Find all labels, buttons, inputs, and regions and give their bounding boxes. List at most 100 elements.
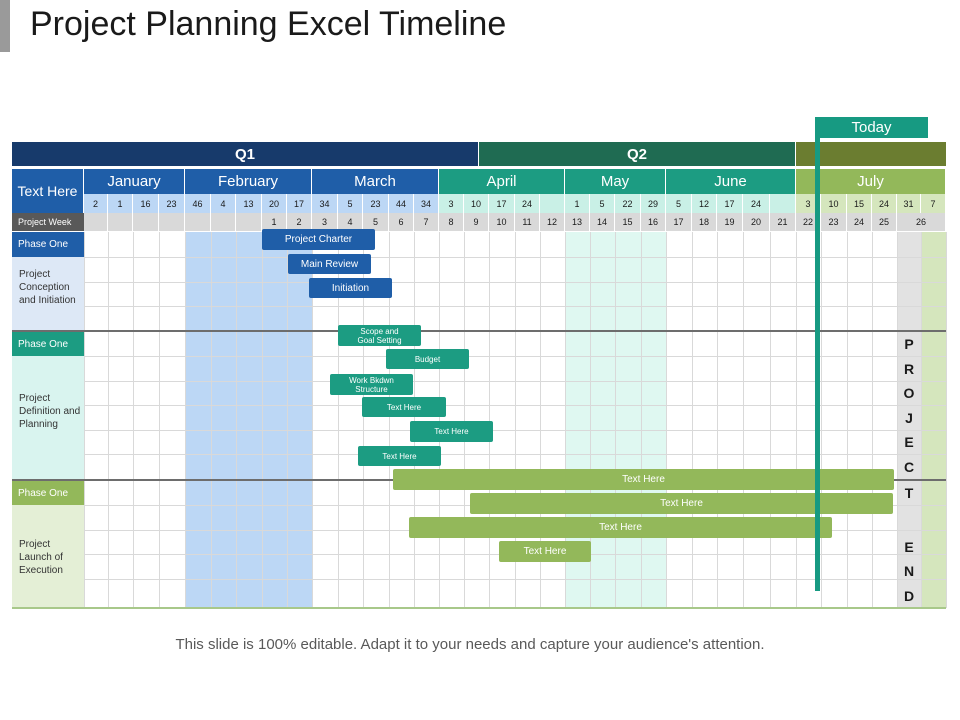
date-cell: 15 — [847, 194, 872, 213]
grid-column-line — [312, 232, 313, 608]
week-cell: 18 — [692, 213, 717, 231]
week-cell: 15 — [615, 213, 641, 231]
week-cell: 4 — [338, 213, 363, 231]
week-cell: 13 — [565, 213, 590, 231]
month-may: May — [565, 169, 666, 194]
week-cell — [133, 213, 159, 231]
grid-column-line — [185, 232, 186, 608]
vertical-letter: C — [903, 458, 915, 475]
phase-label-1: Phase One — [12, 232, 84, 257]
today-marker-line[interactable] — [815, 117, 820, 591]
task-bar[interactable]: Text Here — [358, 446, 441, 466]
grid-column-line — [262, 232, 263, 608]
date-cell: 44 — [389, 194, 414, 213]
date-cell: 46 — [185, 194, 211, 213]
task-bar[interactable]: Text Here — [362, 397, 446, 417]
task-bar[interactable]: Text Here — [410, 421, 493, 442]
phase-description-3: Project Launch of Execution — [12, 505, 84, 607]
grid-column-line — [439, 232, 440, 608]
week-cell: 23 — [821, 213, 847, 231]
grid-column-line — [770, 232, 771, 608]
week-cell: 24 — [847, 213, 872, 231]
task-bar[interactable]: Budget — [386, 349, 469, 369]
grid-column-line — [615, 232, 616, 608]
month-july: July — [796, 169, 946, 194]
week-label: Project Week — [12, 213, 84, 231]
grid-column-line — [363, 232, 364, 608]
grid-column-line — [641, 232, 642, 608]
date-cell: 10 — [821, 194, 847, 213]
vertical-letter: T — [904, 485, 914, 501]
grid-column-line — [946, 232, 947, 608]
month-june: June — [666, 169, 796, 194]
task-bar[interactable]: Text Here — [409, 517, 832, 538]
date-cell: 13 — [236, 194, 262, 213]
grid-column-line — [338, 232, 339, 608]
phase-label-2: Phase One — [12, 332, 84, 356]
week-cell: 10 — [489, 213, 515, 231]
quarter-q2: Q2 — [479, 142, 795, 166]
grid-column-line — [389, 232, 390, 608]
task-bar[interactable]: Project Charter — [262, 229, 375, 250]
week-cell: 1 — [262, 213, 287, 231]
grid-column-line — [287, 232, 288, 608]
february-highlight — [185, 232, 312, 608]
date-cell: 31 — [897, 194, 921, 213]
grid-column-line — [236, 232, 237, 608]
vertical-letter: E — [904, 434, 914, 450]
month-january: January — [84, 169, 185, 194]
date-cell: 34 — [414, 194, 439, 213]
grid-column-line — [692, 232, 693, 608]
task-bar[interactable]: Work Bkdwn Structure — [330, 374, 413, 395]
task-bar[interactable]: Main Review — [288, 254, 371, 274]
page-title: Project Planning Excel Timeline — [30, 5, 507, 43]
date-cell: 7 — [921, 194, 946, 213]
date-cell: 22 — [615, 194, 641, 213]
task-bar[interactable]: Text Here — [470, 493, 893, 514]
phase-label-3: Phase One — [12, 481, 84, 505]
grid-column-line — [515, 232, 516, 608]
grid-column-line — [159, 232, 160, 608]
week-cell: 26 — [897, 213, 946, 231]
vertical-letter: E — [904, 538, 914, 555]
today-marker-label[interactable]: Today — [815, 117, 928, 138]
grid-column-line — [540, 232, 541, 608]
letter-column — [897, 232, 921, 608]
week-cell — [211, 213, 236, 231]
grid-column-line — [489, 232, 490, 608]
grid-column-line — [897, 232, 898, 608]
date-cell: 29 — [641, 194, 666, 213]
task-bar[interactable]: Scope and Goal Setting — [338, 325, 421, 346]
grid-row-line — [84, 306, 946, 307]
date-cell: 5 — [666, 194, 692, 213]
date-cell: 34 — [312, 194, 338, 213]
task-bar[interactable]: Text Here — [393, 469, 894, 490]
grid-row-line — [84, 579, 946, 580]
week-cell: 11 — [515, 213, 540, 231]
grid-row-line — [84, 405, 946, 406]
grid-column-line — [666, 232, 667, 608]
grid-column-line — [133, 232, 134, 608]
task-bar[interactable]: Text Here — [499, 541, 591, 562]
date-cell: 10 — [464, 194, 489, 213]
section-separator — [12, 330, 946, 332]
task-bar[interactable]: Initiation — [309, 278, 392, 298]
week-cell: 20 — [743, 213, 770, 231]
week-cell — [159, 213, 185, 231]
vertical-letter: N — [903, 563, 915, 579]
date-cell: 20 — [262, 194, 287, 213]
vertical-letter: D — [903, 587, 915, 604]
grid-row-line — [84, 430, 946, 431]
grid-column-line — [717, 232, 718, 608]
grid-row-line — [84, 356, 946, 357]
phase-description-2: Project Definition and Planning — [12, 356, 84, 479]
vertical-letter: P — [904, 336, 914, 352]
vertical-letter: O — [903, 385, 915, 401]
grid-column-line — [211, 232, 212, 608]
week-cell: 5 — [363, 213, 389, 231]
date-cell: 24 — [872, 194, 897, 213]
date-cell: 24 — [515, 194, 540, 213]
grid-column-line — [414, 232, 415, 608]
grid-row-line — [84, 454, 946, 455]
grid-column-line — [565, 232, 566, 608]
